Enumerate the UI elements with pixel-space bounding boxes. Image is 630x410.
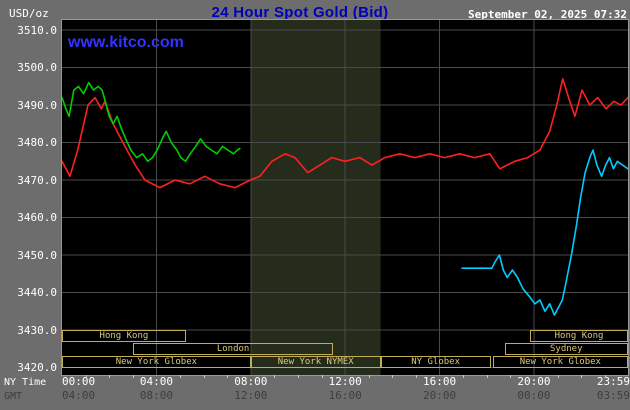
- hour-tick: [486, 375, 488, 378]
- price-line-sep-02-last-3478-40: [62, 81, 241, 163]
- y-axis-tick-label: 3420.0: [17, 361, 57, 374]
- session-box-new-york-nymex: New York NYMEX: [250, 356, 381, 368]
- hour-tick: [227, 375, 229, 378]
- session-box-hong-kong: Hong Kong: [530, 330, 628, 342]
- hour-tick: [557, 375, 559, 378]
- y-axis-tick-label: 3490.0: [17, 98, 57, 112]
- session-box-ny-globex: NY Globex: [380, 356, 491, 368]
- x-axis-ny-time-label: 20:00: [517, 375, 551, 388]
- gmt-axis-label: GMT: [4, 391, 23, 402]
- hour-tick: [321, 375, 323, 378]
- ny-time-axis-label: NY Time: [4, 377, 47, 388]
- x-axis-gmt-label: 20:00: [423, 389, 457, 402]
- x-axis-gmt-label: 04:00: [62, 389, 96, 402]
- y-axis-tick-label: 3470.0: [17, 173, 57, 187]
- x-axis-gmt-label: 00:00: [517, 389, 551, 402]
- session-box-sydney: Sydney: [504, 343, 628, 355]
- x-axis-ny-time-label: 08:00: [234, 375, 268, 388]
- timestamp: September 02, 2025 07:32: [468, 8, 627, 21]
- hour-tick: [463, 375, 465, 378]
- chart-title: 24 Hour Spot Gold (Bid): [211, 4, 389, 21]
- hour-tick: [510, 375, 512, 378]
- hour-tick: [604, 375, 606, 378]
- hour-tick: [109, 375, 111, 378]
- y-axis-tick-label: 3430.0: [17, 323, 57, 337]
- hour-tick: [274, 375, 276, 378]
- y-axis-tick-label: 3450.0: [17, 248, 57, 262]
- x-axis-ny-time-label: 23:59: [596, 375, 630, 388]
- nymex-floor-session-band: [250, 20, 381, 375]
- hour-tick: [298, 375, 299, 378]
- y-axis-units-label: USD/oz: [9, 7, 49, 20]
- hour-tick: [392, 375, 394, 378]
- kitco-watermark-link[interactable]: www.kitco.com: [68, 34, 184, 51]
- x-axis-gmt-label: 08:00: [139, 389, 173, 402]
- hour-tick: [132, 375, 134, 378]
- plot-area: www.kitco.com Hong Kong Hong Kong London Sy…: [61, 19, 629, 376]
- y-axis-tick-label: 3510.0: [17, 23, 57, 37]
- hour-tick: [203, 375, 205, 378]
- session-box-new-york-globex: New York Globex: [62, 356, 251, 368]
- y-axis-tick-label: 3460.0: [17, 211, 57, 225]
- session-box-london: London: [132, 343, 334, 355]
- hour-tick: [368, 375, 370, 378]
- x-axis-ny-time-label: 00:00: [62, 375, 96, 388]
- session-box-new-york-globex: New York Globex: [492, 356, 628, 368]
- hour-tick: [416, 375, 417, 378]
- hour-tick: [85, 375, 87, 378]
- price-line-sep-01-ny-closed: [62, 78, 628, 189]
- session-box-hong-kong: Hong Kong: [62, 330, 186, 342]
- x-axis-ny-time-label: 04:00: [139, 375, 173, 388]
- x-axis-gmt-label: 16:00: [328, 389, 362, 402]
- y-axis-tick-label: 3500.0: [17, 61, 57, 75]
- x-axis-gmt-label: 12:00: [234, 389, 268, 402]
- hour-tick: [180, 375, 181, 378]
- chart-canvas: [62, 20, 628, 375]
- x-axis-ny-time-label: 12:00: [328, 375, 362, 388]
- x-axis-gmt-label: 03:59: [596, 389, 630, 402]
- hour-tick: [581, 375, 583, 378]
- y-axis-tick-label: 3440.0: [17, 286, 57, 299]
- y-axis-tick-label: 3480.0: [17, 136, 57, 150]
- price-line-aug-31-sunday: [461, 149, 628, 316]
- x-axis-ny-time-label: 16:00: [423, 375, 457, 388]
